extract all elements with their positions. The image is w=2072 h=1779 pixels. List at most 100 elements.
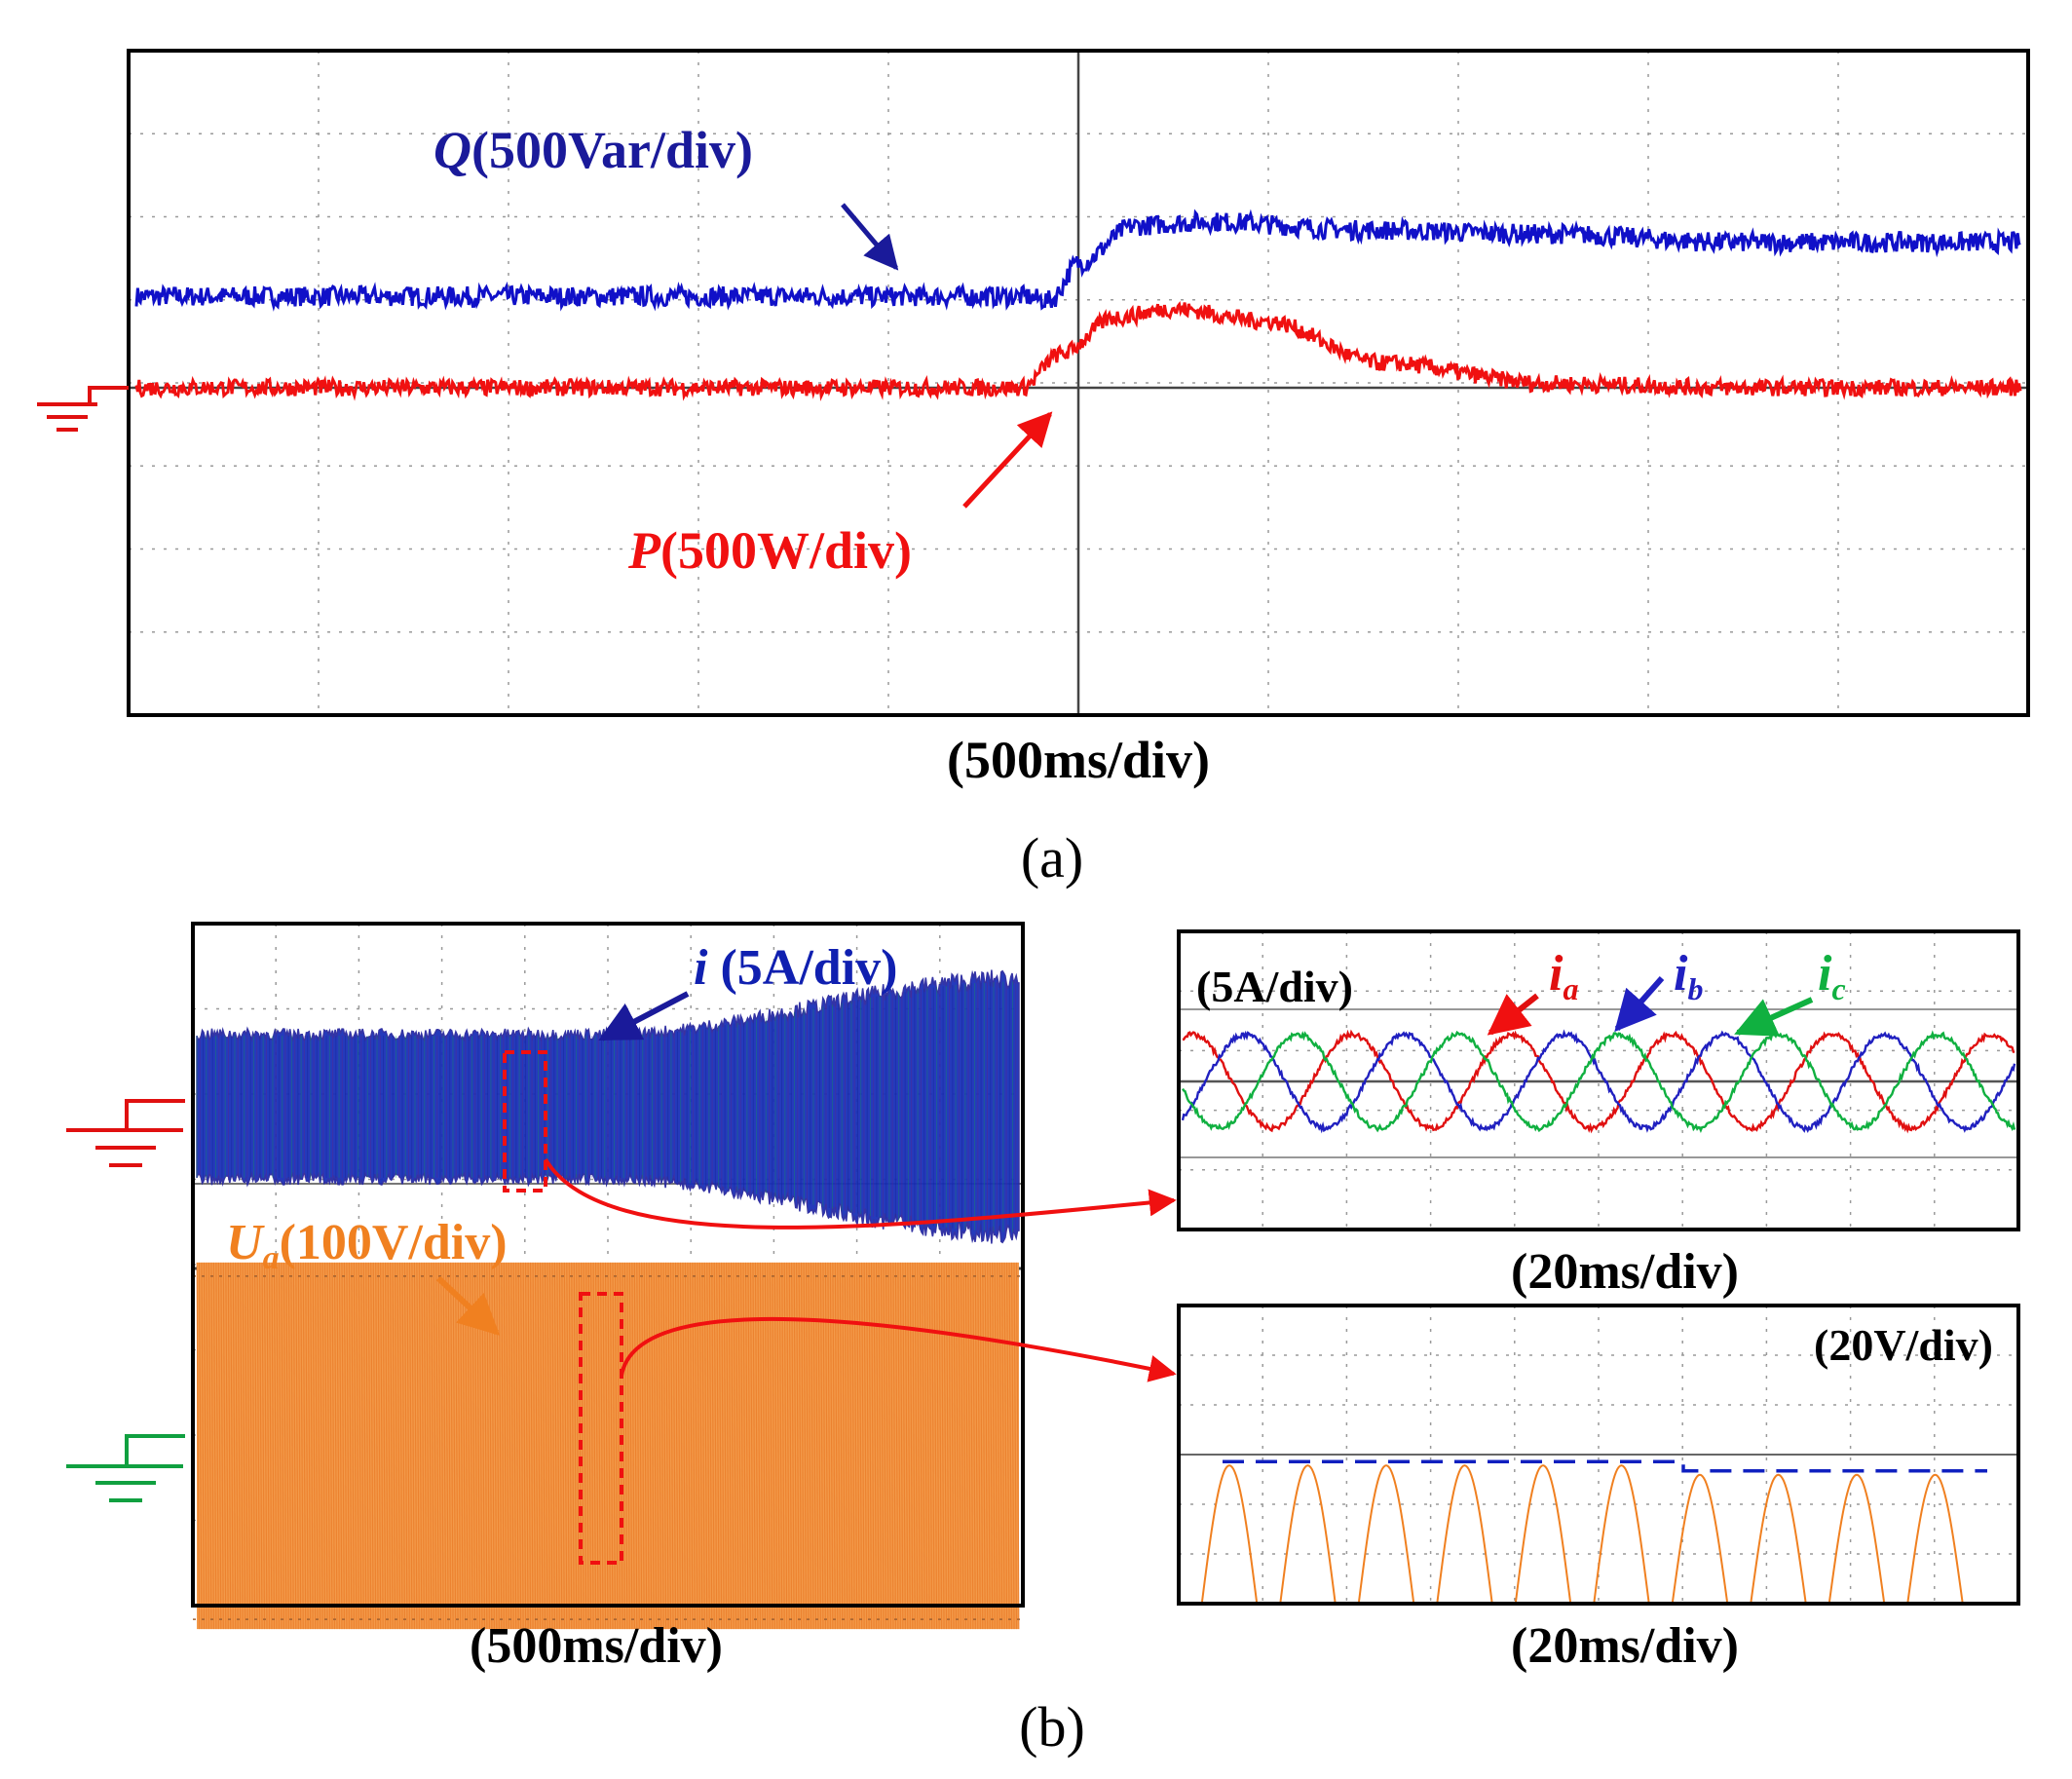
ua-arrow	[435, 1275, 501, 1336]
voltage-texture-line	[786, 1262, 790, 1630]
voltage-texture-line	[230, 1262, 234, 1630]
voltage-texture-line	[501, 1262, 505, 1630]
voltage-texture-line	[529, 1262, 534, 1630]
phase-current-ia	[1182, 1029, 2015, 1134]
voltage-texture-line	[317, 1262, 321, 1630]
voltage-texture-line	[1008, 1262, 1013, 1630]
voltage-texture-line	[585, 1262, 589, 1630]
voltage-texture-line	[428, 1262, 433, 1630]
voltage-texture-line	[261, 1262, 266, 1630]
phase-current-scale: (5A/div)	[1196, 962, 1353, 1011]
voltage-texture-line	[360, 1262, 364, 1630]
panel-a-frame	[127, 49, 2030, 717]
voltage-texture-line	[203, 1262, 207, 1630]
voltage-texture-line	[633, 1262, 638, 1630]
voltage-texture-line	[672, 1262, 677, 1630]
voltage-texture-line	[403, 1262, 408, 1630]
voltage-texture-line	[998, 1262, 1003, 1630]
voltage-texture-line	[246, 1262, 251, 1630]
voltage-texture-line	[887, 1262, 892, 1630]
voltage-texture-line	[992, 1262, 996, 1630]
voltage-texture-line	[445, 1262, 449, 1630]
voltage-texture-line	[914, 1262, 919, 1630]
voltage-texture-line	[217, 1262, 222, 1630]
voltage-texture-line	[346, 1262, 351, 1630]
voltage-texture-line	[735, 1262, 739, 1630]
voltage-texture-line	[245, 1262, 248, 1630]
i-label-unit: (5A/div)	[707, 940, 897, 996]
voltage-texture-line	[972, 1262, 976, 1630]
voltage-texture-line	[512, 1262, 517, 1630]
voltage-texture-line	[215, 1262, 219, 1630]
voltage-texture-line	[935, 1262, 940, 1630]
voltage-texture-line	[353, 1262, 358, 1630]
voltage-texture-line	[590, 1262, 594, 1630]
voltage-texture-line	[232, 1262, 237, 1630]
voltage-texture-line	[602, 1262, 607, 1630]
current-ground-marker-icon	[66, 1099, 185, 1167]
voltage-texture-line	[271, 1262, 276, 1630]
i-label: i (5A/div)	[694, 940, 897, 996]
voltage-texture-line	[834, 1262, 839, 1630]
voltage-texture-line	[251, 1262, 256, 1630]
voltage-texture-line	[682, 1262, 687, 1630]
voltage-texture-line	[767, 1262, 771, 1630]
voltage-texture-line	[819, 1262, 824, 1630]
voltage-texture-line	[631, 1262, 635, 1630]
voltage-texture-line	[508, 1262, 512, 1630]
voltage-texture-line	[747, 1262, 752, 1630]
voltage-zoom-box	[579, 1292, 623, 1565]
voltage-texture-line	[227, 1262, 232, 1630]
voltage-texture-line	[423, 1262, 428, 1630]
panel-b-right-bottom-time-scale: (20ms/div)	[1511, 1618, 1739, 1674]
voltage-texture-line	[781, 1262, 785, 1630]
voltage-texture-line	[256, 1262, 261, 1630]
voltage-texture-line	[987, 1262, 991, 1630]
voltage-texture-line	[783, 1262, 788, 1630]
voltage-texture-line	[641, 1262, 645, 1630]
voltage-texture-line	[744, 1262, 749, 1630]
voltage-texture-line	[440, 1262, 444, 1630]
voltage-texture-line	[406, 1262, 411, 1630]
voltage-texture-line	[532, 1262, 537, 1630]
panel-a-series-P	[134, 300, 2022, 401]
voltage-texture-line	[762, 1262, 766, 1630]
voltage-texture-line	[331, 1262, 336, 1630]
voltage-texture-line	[387, 1262, 392, 1630]
voltage-texture-line	[817, 1262, 822, 1630]
voltage-texture-line	[945, 1262, 950, 1630]
panel-b-right-bottom-grid	[1179, 1306, 2018, 1604]
voltage-texture-line	[561, 1262, 565, 1630]
voltage-texture-line	[812, 1262, 817, 1630]
voltage-texture-line	[940, 1262, 945, 1630]
voltage-texture-line	[623, 1262, 628, 1630]
voltage-texture-line	[677, 1262, 682, 1630]
voltage-texture-line	[336, 1262, 341, 1630]
panel-b-right-top-grid	[1179, 931, 2018, 1230]
voltage-texture-line	[931, 1262, 935, 1630]
voltage-ground-marker-icon	[66, 1434, 185, 1502]
voltage-texture-line	[437, 1262, 442, 1630]
voltage-texture-line	[950, 1262, 955, 1630]
voltage-texture-line	[1010, 1262, 1015, 1630]
voltage-texture-line	[837, 1262, 841, 1630]
voltage-texture-line	[556, 1262, 560, 1630]
voltage-texture-line	[321, 1262, 326, 1630]
voltage-texture-line	[979, 1262, 984, 1630]
voltage-texture-line	[664, 1262, 669, 1630]
voltage-texture-line	[568, 1262, 573, 1630]
voltage-texture-line	[894, 1262, 899, 1630]
voltage-texture-line	[607, 1262, 612, 1630]
voltage-texture-line	[824, 1262, 829, 1630]
voltage-texture-line	[389, 1262, 394, 1630]
voltage-texture-line	[943, 1262, 948, 1630]
voltage-texture-line	[411, 1262, 416, 1630]
phase-current-ic	[1182, 1030, 2016, 1133]
voltage-texture-line	[539, 1262, 544, 1630]
voltage-texture-line	[281, 1262, 284, 1630]
voltage-texture-line	[592, 1262, 597, 1630]
ua-label-subscript: a	[263, 1240, 280, 1276]
voltage-texture-line	[302, 1262, 307, 1630]
q-label: Q(500Var/div)	[433, 121, 753, 179]
voltage-texture-line	[524, 1262, 529, 1630]
